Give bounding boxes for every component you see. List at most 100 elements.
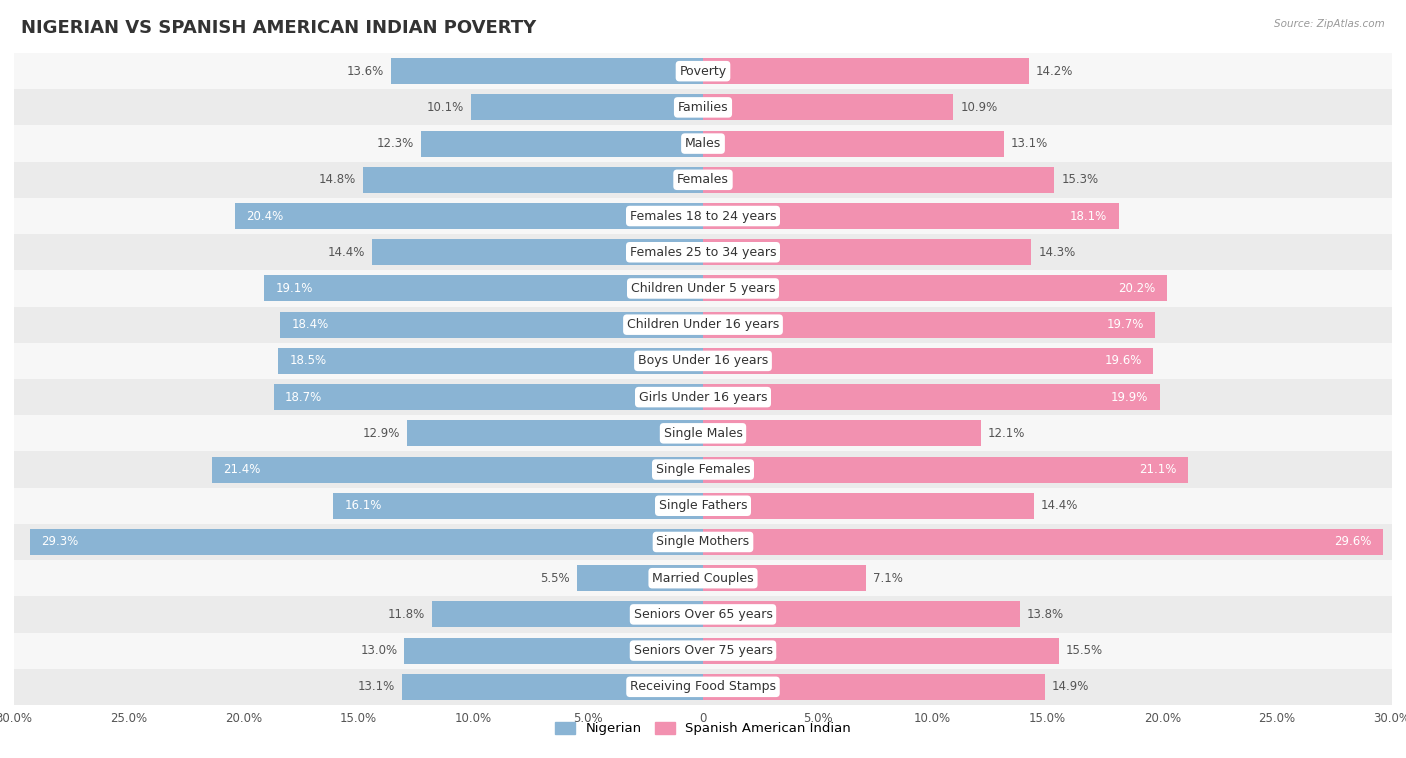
Bar [405, 637, 703, 664]
Text: Single Mothers: Single Mothers [657, 535, 749, 549]
Text: 12.9%: 12.9% [363, 427, 399, 440]
Bar [14, 271, 1392, 306]
Bar [373, 240, 703, 265]
Text: 13.0%: 13.0% [360, 644, 398, 657]
Bar [471, 94, 703, 121]
Bar [703, 348, 1153, 374]
Bar [14, 161, 1392, 198]
Text: Females: Females [678, 174, 728, 186]
Bar [703, 384, 1160, 410]
Text: 29.6%: 29.6% [1334, 535, 1371, 549]
Bar [703, 601, 1019, 628]
Text: 20.2%: 20.2% [1118, 282, 1156, 295]
Text: 14.3%: 14.3% [1038, 246, 1076, 258]
Text: Single Females: Single Females [655, 463, 751, 476]
Bar [703, 565, 866, 591]
Bar [703, 420, 981, 446]
Text: 19.6%: 19.6% [1104, 355, 1142, 368]
Bar [703, 167, 1054, 193]
Text: Females 18 to 24 years: Females 18 to 24 years [630, 209, 776, 223]
Text: 14.9%: 14.9% [1052, 681, 1090, 694]
Text: 18.7%: 18.7% [285, 390, 322, 403]
Legend: Nigerian, Spanish American Indian: Nigerian, Spanish American Indian [550, 717, 856, 741]
Text: 20.4%: 20.4% [246, 209, 283, 223]
Bar [14, 597, 1392, 632]
Bar [14, 415, 1392, 452]
Text: 21.1%: 21.1% [1139, 463, 1175, 476]
Text: Seniors Over 75 years: Seniors Over 75 years [634, 644, 772, 657]
Text: Children Under 5 years: Children Under 5 years [631, 282, 775, 295]
Bar [14, 234, 1392, 271]
Text: 18.4%: 18.4% [292, 318, 329, 331]
Text: 29.3%: 29.3% [42, 535, 79, 549]
Bar [703, 456, 1188, 483]
Text: 21.4%: 21.4% [224, 463, 260, 476]
Text: 13.1%: 13.1% [359, 681, 395, 694]
Bar [14, 524, 1392, 560]
Text: Single Males: Single Males [664, 427, 742, 440]
Bar [280, 312, 703, 338]
Text: Girls Under 16 years: Girls Under 16 years [638, 390, 768, 403]
Bar [14, 306, 1392, 343]
Text: 18.5%: 18.5% [290, 355, 326, 368]
Bar [703, 312, 1156, 338]
Bar [30, 529, 703, 555]
Text: Poverty: Poverty [679, 64, 727, 77]
Bar [14, 126, 1392, 161]
Text: Boys Under 16 years: Boys Under 16 years [638, 355, 768, 368]
Bar [278, 348, 703, 374]
Text: 13.8%: 13.8% [1026, 608, 1064, 621]
Bar [14, 632, 1392, 669]
Bar [264, 275, 703, 302]
Text: Children Under 16 years: Children Under 16 years [627, 318, 779, 331]
Bar [235, 203, 703, 229]
Bar [14, 53, 1392, 89]
Text: 12.1%: 12.1% [988, 427, 1025, 440]
Text: 10.1%: 10.1% [427, 101, 464, 114]
Bar [391, 58, 703, 84]
Text: 15.5%: 15.5% [1066, 644, 1102, 657]
Text: Seniors Over 65 years: Seniors Over 65 years [634, 608, 772, 621]
Text: 7.1%: 7.1% [873, 572, 903, 584]
Bar [333, 493, 703, 518]
Bar [703, 637, 1059, 664]
Text: Source: ZipAtlas.com: Source: ZipAtlas.com [1274, 19, 1385, 29]
Text: 11.8%: 11.8% [388, 608, 425, 621]
Text: 14.2%: 14.2% [1036, 64, 1073, 77]
Text: 14.8%: 14.8% [319, 174, 356, 186]
Bar [14, 669, 1392, 705]
Bar [703, 58, 1029, 84]
Bar [14, 487, 1392, 524]
Text: 19.1%: 19.1% [276, 282, 314, 295]
Text: 13.6%: 13.6% [346, 64, 384, 77]
Bar [703, 203, 1119, 229]
Bar [703, 529, 1382, 555]
Bar [703, 240, 1032, 265]
Text: 18.1%: 18.1% [1070, 209, 1107, 223]
Text: Males: Males [685, 137, 721, 150]
Bar [703, 275, 1167, 302]
Text: 15.3%: 15.3% [1062, 174, 1098, 186]
Text: 19.7%: 19.7% [1107, 318, 1144, 331]
Text: 13.1%: 13.1% [1011, 137, 1047, 150]
Text: NIGERIAN VS SPANISH AMERICAN INDIAN POVERTY: NIGERIAN VS SPANISH AMERICAN INDIAN POVE… [21, 19, 536, 37]
Bar [402, 674, 703, 700]
Bar [14, 452, 1392, 487]
Bar [363, 167, 703, 193]
Bar [703, 130, 1004, 157]
Bar [274, 384, 703, 410]
Text: 10.9%: 10.9% [960, 101, 997, 114]
Bar [14, 560, 1392, 597]
Bar [703, 674, 1045, 700]
Bar [420, 130, 703, 157]
Text: Receiving Food Stamps: Receiving Food Stamps [630, 681, 776, 694]
Bar [14, 379, 1392, 415]
Text: 16.1%: 16.1% [344, 500, 382, 512]
Bar [14, 343, 1392, 379]
Text: Single Fathers: Single Fathers [659, 500, 747, 512]
Text: Families: Families [678, 101, 728, 114]
Bar [703, 94, 953, 121]
Bar [14, 89, 1392, 126]
Bar [703, 493, 1033, 518]
Text: 12.3%: 12.3% [377, 137, 413, 150]
